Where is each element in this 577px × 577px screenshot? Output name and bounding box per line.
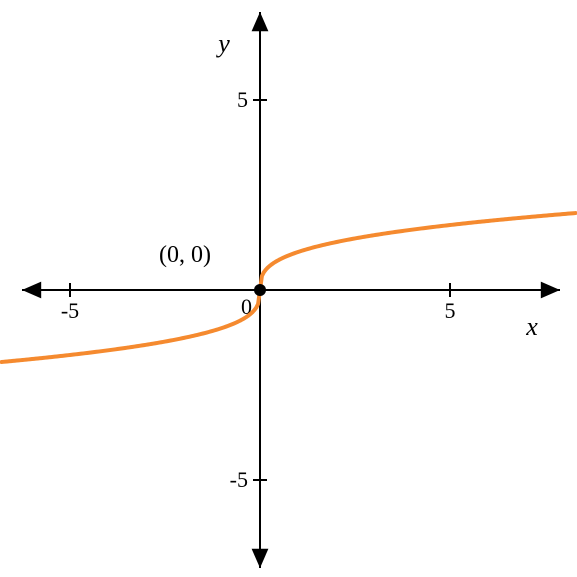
origin-point-label: (0, 0): [159, 242, 211, 268]
x-tick-label: -5: [61, 298, 79, 323]
x-axis-arrow-right: [541, 282, 560, 299]
origin-point-dot: [254, 284, 266, 296]
chart-container: -55-55 0 x y (0, 0): [0, 0, 577, 577]
curve-cube-root: [2, 213, 576, 362]
y-axis-label: y: [215, 29, 230, 58]
x-axis-label: x: [525, 312, 538, 341]
x-axis-arrow-left: [22, 282, 41, 299]
cube-root-chart: -55-55 0 x y (0, 0): [0, 0, 577, 577]
y-axis-arrow-down: [252, 549, 269, 568]
y-axis-arrow-up: [252, 12, 269, 31]
y-tick-label: -5: [230, 467, 248, 492]
x-tick-label: 5: [445, 298, 456, 323]
y-tick-label: 5: [237, 87, 248, 112]
